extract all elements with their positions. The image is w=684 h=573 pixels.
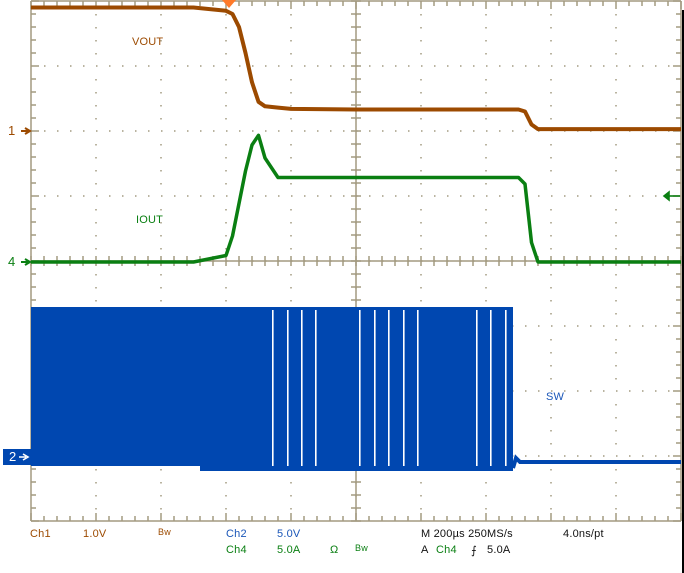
ch2-ground-marker-box (3, 449, 31, 465)
ch4-impedance-icon: Ω (330, 544, 339, 556)
ch1-name: Ch1 (30, 528, 51, 540)
trigger-level-arrow-icon (662, 190, 680, 202)
ch4-name: Ch4 (226, 544, 247, 556)
iout-trace (31, 133, 681, 264)
trigger-position-marker (222, 0, 236, 8)
trigger-source: Ch4 (436, 544, 457, 556)
ch1-marker-label: 1 (8, 123, 16, 138)
timebase-readout: M 200µs 250MS/s (421, 528, 513, 540)
trigger-prefix: A (421, 544, 429, 556)
ch2-marker-label: 2 (9, 449, 17, 464)
ch4-ground-marker (21, 258, 32, 266)
ch2-name: Ch2 (226, 528, 247, 540)
display-edge (682, 10, 684, 573)
ch2-scale: 5.0V (277, 528, 301, 540)
ch4-bandwidth-limit: Bw (355, 543, 368, 553)
ch4-scale: 5.0A (277, 544, 301, 556)
ch1-ground-marker (21, 127, 32, 135)
trigger-slope-icon: ⨍ (471, 545, 477, 557)
trigger-level: 5.0A (487, 544, 511, 556)
ch4-marker-label: 4 (8, 254, 16, 269)
vout-label: VOUT (132, 36, 164, 48)
ch1-bandwidth-limit: Bw (158, 527, 171, 537)
ch1-scale: 1.0V (83, 528, 107, 540)
iout-label: IOUT (136, 214, 164, 226)
vout-trace (31, 5, 681, 132)
sw-label: SW (546, 391, 565, 403)
sw-trace (31, 307, 681, 471)
resolution-readout: 4.0ns/pt (563, 528, 604, 540)
